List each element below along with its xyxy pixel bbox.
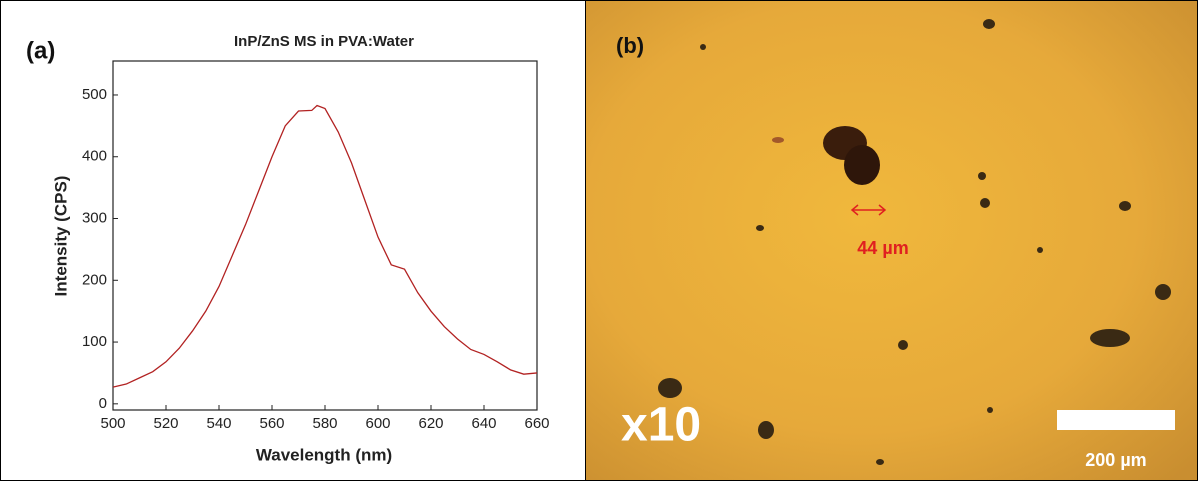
y-tick-label: 0 (99, 395, 107, 412)
plot: 500 520 540 560 580 600 620 640 660 0 100 200 300 400… (82, 60, 550, 432)
y-tick-label: 100 (82, 333, 107, 350)
x-tick-label: 540 (206, 415, 231, 432)
feature-size: 44 µm (857, 238, 908, 258)
panel-label: (b) (616, 33, 644, 58)
micrograph: 44 µm (b) x10 200 µm (586, 1, 1197, 480)
y-axis-label: Intensity (CPS) (51, 176, 70, 297)
x-tick-label: 520 (153, 415, 178, 432)
particles (658, 19, 1171, 465)
x-tick-label: 660 (524, 415, 549, 432)
x-tick-label: 500 (100, 415, 125, 432)
magnification: x10 (621, 399, 701, 452)
chart-title: InP/ZnS MS in PVA:Water (234, 33, 414, 50)
line (112, 104, 538, 388)
y-tick-label: 400 (82, 148, 107, 165)
micrograph-image (586, 1, 1197, 480)
x-axis-label: Wavelength (nm) (256, 445, 392, 464)
scale-bar-label: 200 µm (1085, 450, 1146, 470)
x-tick-label: 640 (471, 415, 496, 432)
y-tick-label: 300 (82, 209, 107, 226)
x-tick-label: 620 (418, 415, 443, 432)
y-tick-label: 500 (82, 86, 107, 103)
measure-arrow (850, 204, 887, 216)
x-tick-label: 580 (312, 415, 337, 432)
panel-label: (a) (26, 37, 55, 64)
x-tick-label: 560 (259, 415, 284, 432)
x-tick-label: 600 (365, 415, 390, 432)
y-tick-label: 200 (82, 271, 107, 288)
scale-bar (1057, 410, 1175, 430)
